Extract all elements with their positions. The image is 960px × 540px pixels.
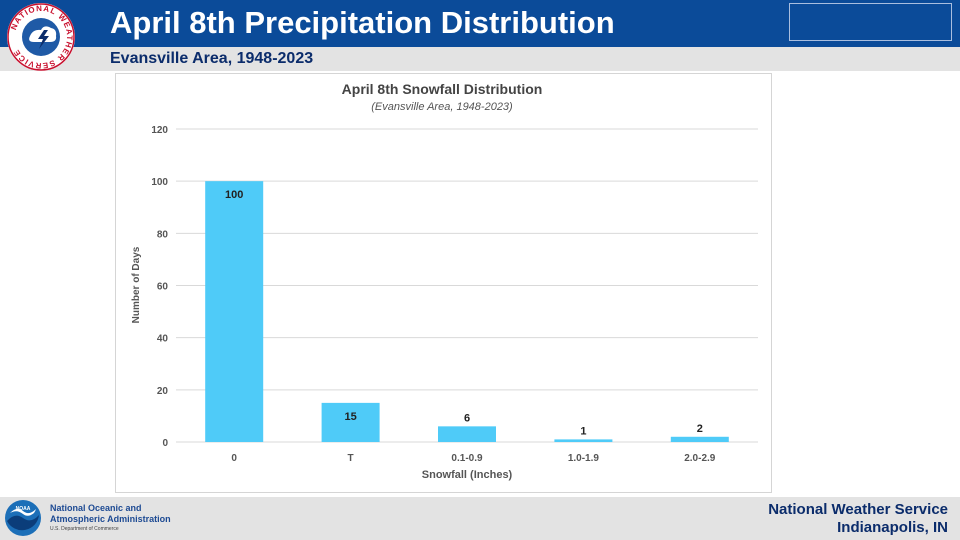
noaa-name: National Oceanic and Atmospheric Adminis… bbox=[50, 503, 171, 524]
y-tick-label: 100 bbox=[151, 177, 168, 188]
chart-title: April 8th Snowfall Distribution bbox=[342, 81, 543, 97]
nws-logo-icon: NATIONAL WEATHER SERVICE bbox=[7, 3, 75, 71]
x-tick-labels: 0 T 0.1-0.9 1.0-1.9 2.0-2.9 bbox=[231, 453, 715, 464]
footer-bar: NOAA National Oceanic and Atmospheric Ad… bbox=[0, 497, 960, 540]
y-tick-label: 20 bbox=[157, 386, 169, 397]
header-bar: April 8th Precipitation Distribution bbox=[0, 0, 960, 47]
data-label: 6 bbox=[464, 412, 470, 424]
data-label: 2 bbox=[697, 423, 703, 435]
y-tick-label: 60 bbox=[157, 282, 169, 293]
data-label: 100 bbox=[225, 189, 243, 201]
nws-office-name: National Weather Service bbox=[768, 501, 948, 518]
page-subtitle: Evansville Area, 1948-2023 bbox=[110, 50, 314, 67]
header-placeholder-box bbox=[789, 3, 952, 41]
x-axis-label: Snowfall (Inches) bbox=[422, 469, 513, 481]
data-label: 15 bbox=[344, 411, 356, 423]
y-axis-label: Number of Days bbox=[131, 246, 142, 323]
chart-subtitle: (Evansville Area, 1948-2023) bbox=[371, 101, 513, 113]
noaa-department: U.S. Department of Commerce bbox=[50, 526, 119, 532]
x-tick-label: T bbox=[348, 453, 354, 464]
subtitle-bar: Evansville Area, 1948-2023 bbox=[0, 47, 960, 71]
x-tick-label: 1.0-1.9 bbox=[568, 453, 600, 464]
nws-office: National Weather Service Indianapolis, I… bbox=[768, 501, 948, 537]
nws-office-location: Indianapolis, IN bbox=[837, 519, 948, 536]
x-tick-label: 2.0-2.9 bbox=[684, 453, 716, 464]
svg-text:NOAA: NOAA bbox=[16, 506, 31, 512]
gridlines bbox=[176, 128, 758, 443]
x-tick-label: 0.1-0.9 bbox=[451, 453, 483, 464]
chart-frame: April 8th Snowfall Distribution (Evansvi… bbox=[115, 73, 772, 493]
y-tick-labels: 0 20 40 60 80 100 120 bbox=[151, 125, 168, 449]
y-tick-label: 120 bbox=[151, 125, 168, 136]
data-labels: 100 15 6 1 2 bbox=[225, 189, 703, 437]
bar-2.0-2.9 bbox=[670, 436, 729, 442]
y-tick-label: 0 bbox=[162, 438, 168, 449]
noaa-logo-icon: NOAA bbox=[5, 500, 41, 536]
bar-T bbox=[321, 402, 380, 442]
x-tick-label: 0 bbox=[231, 453, 237, 464]
y-tick-label: 80 bbox=[157, 229, 169, 240]
y-tick-label: 40 bbox=[157, 334, 169, 345]
snowfall-bar-chart: April 8th Snowfall Distribution (Evansvi… bbox=[131, 81, 758, 481]
bars bbox=[205, 181, 729, 442]
bar-1.0-1.9 bbox=[554, 439, 613, 442]
page-title: April 8th Precipitation Distribution bbox=[110, 5, 615, 40]
bar-0 bbox=[205, 181, 264, 442]
bar-0.1-0.9 bbox=[438, 426, 496, 442]
data-label: 1 bbox=[580, 425, 586, 437]
